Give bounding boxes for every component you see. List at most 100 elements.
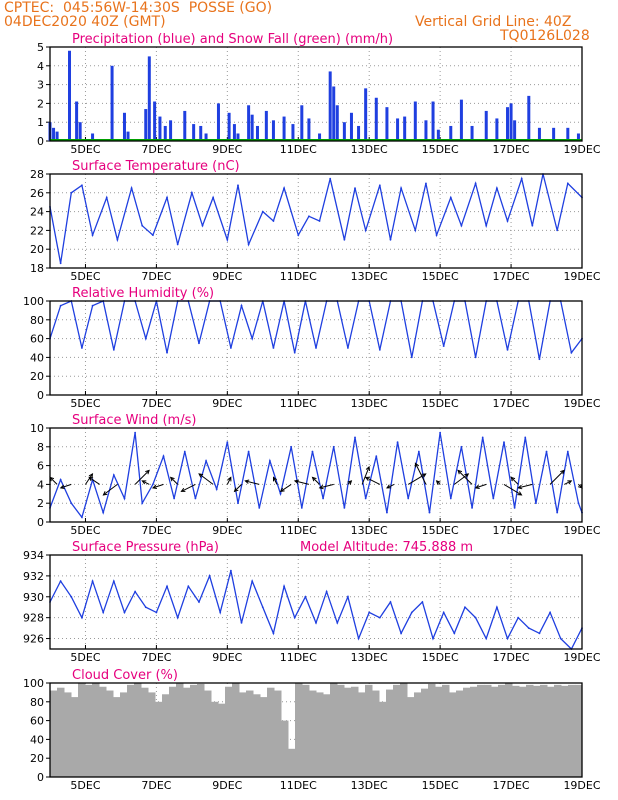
wind-arrow-head [88,476,94,482]
cloud-bar [267,687,275,777]
precip-bar [307,118,311,141]
precip-bar [169,120,173,141]
data-point [91,304,94,307]
x-tick-label: 17DEC [493,524,530,537]
precip-bar [199,125,203,141]
header-date: 04DEC2020 40Z (GMT) [4,14,166,30]
data-point [485,637,488,640]
y-tick-label: 100 [23,295,44,308]
data-point [194,497,197,500]
wind-arrow-head [435,480,441,485]
data-point [261,210,264,213]
x-tick-label: 7DEC [141,651,171,664]
cloud-bar [330,683,338,777]
data-point [357,637,360,640]
cloud-bar [561,685,569,777]
data-point [474,356,477,359]
cloud-bar [477,684,485,777]
cloud-bar [274,690,282,777]
wind-arrow-head [145,469,150,475]
wind-arrow [414,463,427,485]
data-point [481,436,484,439]
precip-bar [126,131,130,141]
precip-bar [424,120,428,141]
data-point [566,182,569,185]
x-tick-label: 15DEC [422,779,459,792]
cloud-bar [526,684,534,777]
data-point [315,347,317,349]
cloud-bar [554,684,562,777]
x-tick-label: 7DEC [141,397,171,410]
x-tick-label: 9DEC [212,143,242,156]
wind-arrow [142,480,150,485]
data-point [545,450,548,453]
data-point [428,511,431,514]
data-point [112,348,115,351]
data-point [176,616,179,619]
data-point [386,511,388,514]
wind-arrow [226,477,232,485]
data-point [449,196,452,199]
data-point [407,497,410,500]
cloud-bar [358,692,366,777]
cloud-bar [113,697,121,777]
wind-arrow-head [414,462,419,468]
precip-bar [271,120,275,141]
panel-title: Surface Pressure (hPa) [72,540,219,555]
data-point [166,196,168,199]
data-point [375,455,378,458]
wind-arrow-head [198,473,204,478]
data-point [566,450,569,453]
cloud-bar [99,686,107,777]
wind-arrow-head [279,487,285,493]
data-point [134,431,137,434]
data-point [464,606,466,609]
precip-bar [147,56,151,141]
cloud-bar [225,686,233,777]
data-point [183,450,186,453]
cloud-bar [155,701,163,777]
x-tick-label: 7DEC [141,524,171,537]
y-tick-label: 60 [30,333,44,346]
x-tick-label: 19DEC [563,143,600,156]
x-tick-label: 19DEC [563,779,600,792]
data-point [442,345,445,348]
data-point [116,238,119,241]
cloud-bar [568,684,576,777]
precip-bar [78,122,82,141]
data-point [237,184,239,187]
precip-bar [449,125,453,141]
x-tick-label: 19DEC [563,270,600,283]
cloud-bar [365,684,373,777]
x-tick-label: 9DEC [212,651,242,664]
data-point [389,601,392,603]
data-point [378,616,381,619]
precip-bar [255,125,259,141]
y-tick-label: 0 [37,135,44,148]
cloud-bar [204,690,212,777]
wind-arrow-head [385,484,391,489]
y-tick-label: 2 [37,497,44,510]
data-point [506,348,509,351]
data-point [503,441,505,443]
y-tick-label: 22 [30,224,44,237]
cloud-bar [379,701,387,777]
data-point [81,347,83,349]
data-point [102,511,105,514]
data-point [81,184,83,187]
cloud-bar [407,697,415,777]
cloud-bar [421,688,429,777]
wind-arrow-head [421,473,427,478]
data-point [198,342,200,345]
data-point [425,182,427,185]
precip-bar [153,101,157,141]
data-point [81,516,83,519]
data-point [70,502,73,505]
wind-arrow-head [510,476,516,482]
panel-frame [49,427,583,523]
y-tick-label: 20 [30,752,44,765]
cloud-bar [351,686,359,777]
y-tick-label: 4 [37,60,44,73]
precip-bar [459,99,463,141]
cloud-bar [260,697,268,777]
